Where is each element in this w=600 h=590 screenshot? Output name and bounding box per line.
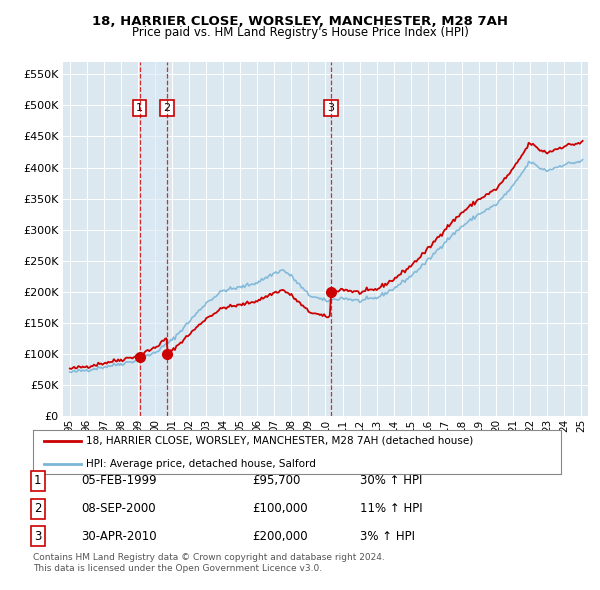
Text: 2: 2 (163, 103, 170, 113)
Text: £95,700: £95,700 (252, 474, 301, 487)
Text: 11% ↑ HPI: 11% ↑ HPI (360, 502, 422, 515)
Text: 30-APR-2010: 30-APR-2010 (81, 530, 157, 543)
Text: This data is licensed under the Open Government Licence v3.0.: This data is licensed under the Open Gov… (33, 565, 322, 573)
Text: 08-SEP-2000: 08-SEP-2000 (81, 502, 155, 515)
Text: Contains HM Land Registry data © Crown copyright and database right 2024.: Contains HM Land Registry data © Crown c… (33, 553, 385, 562)
Text: 30% ↑ HPI: 30% ↑ HPI (360, 474, 422, 487)
Text: 3% ↑ HPI: 3% ↑ HPI (360, 530, 415, 543)
Text: £100,000: £100,000 (252, 502, 308, 515)
Text: 18, HARRIER CLOSE, WORSLEY, MANCHESTER, M28 7AH: 18, HARRIER CLOSE, WORSLEY, MANCHESTER, … (92, 15, 508, 28)
Text: 1: 1 (34, 474, 41, 487)
Text: Price paid vs. HM Land Registry's House Price Index (HPI): Price paid vs. HM Land Registry's House … (131, 26, 469, 39)
Text: 1: 1 (136, 103, 143, 113)
Text: 2: 2 (34, 502, 41, 515)
Text: 3: 3 (34, 530, 41, 543)
Text: £200,000: £200,000 (252, 530, 308, 543)
Text: 18, HARRIER CLOSE, WORSLEY, MANCHESTER, M28 7AH (detached house): 18, HARRIER CLOSE, WORSLEY, MANCHESTER, … (86, 435, 473, 445)
Text: HPI: Average price, detached house, Salford: HPI: Average price, detached house, Salf… (86, 459, 316, 469)
Bar (140, 62, 167, 416)
Text: 3: 3 (328, 103, 335, 113)
Text: 05-FEB-1999: 05-FEB-1999 (81, 474, 157, 487)
